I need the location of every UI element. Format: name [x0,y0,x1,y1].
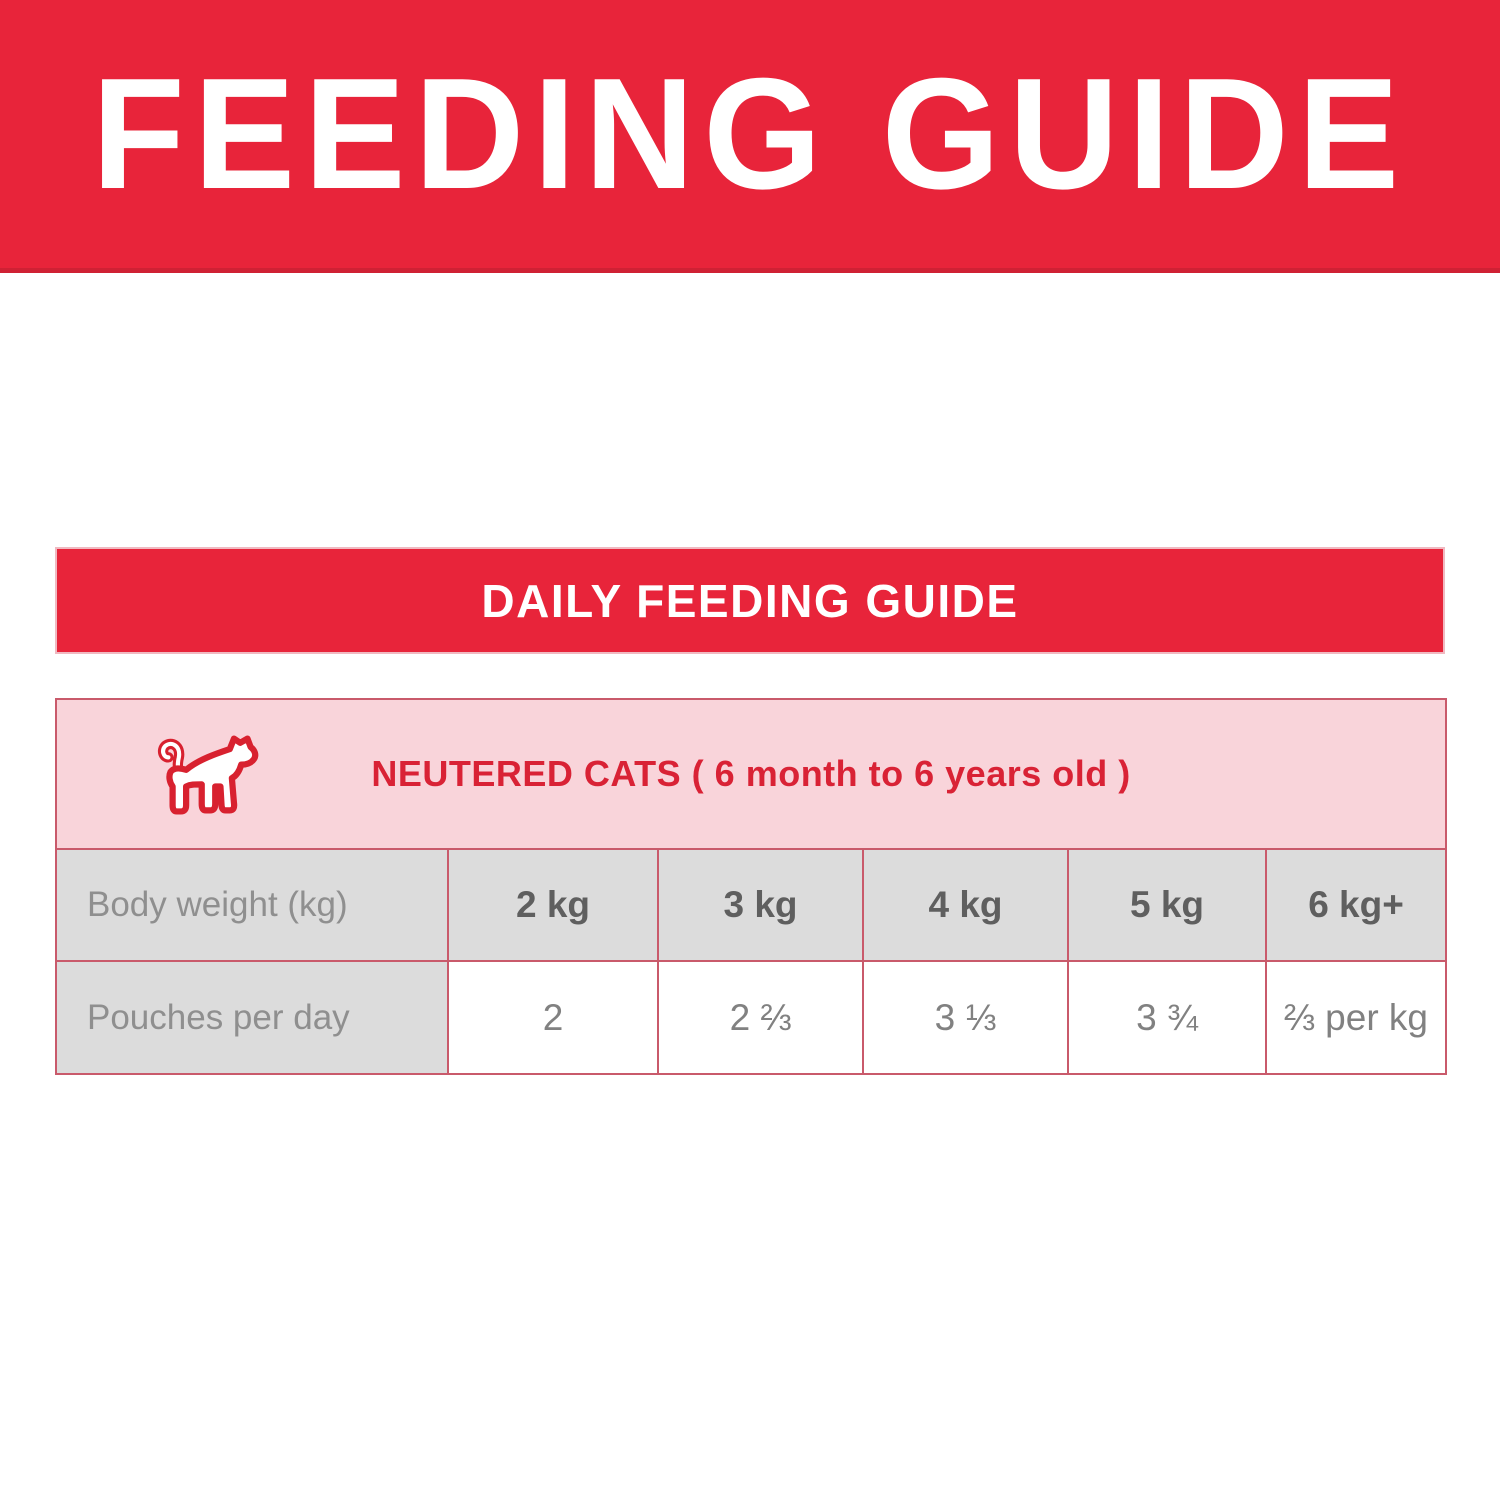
col-header-6kg-plus: 6 kg+ [1264,848,1448,962]
col-header-body-weight: Body weight (kg) [55,848,449,962]
col-header-4kg: 4 kg [862,848,1069,962]
top-banner: FEEDING GUIDE [0,0,1500,273]
section-bar: DAILY FEEDING GUIDE [55,547,1445,654]
table-cell: ⅔ per kg [1264,960,1448,1075]
table-cell: 2 ⅔ [657,960,864,1075]
col-header-5kg: 5 kg [1067,848,1267,962]
cat-icon [157,728,261,820]
table-cell: 3 ¾ [1067,960,1267,1075]
table-row-pouches: Pouches per day 2 2 ⅔ 3 ⅓ 3 ¾ ⅔ per kg [55,960,1448,1075]
group-header-cell: NEUTERED CATS ( 6 month to 6 years old ) [54,698,1448,850]
row-label: Pouches per day [55,960,449,1075]
col-header-2kg: 2 kg [447,848,659,962]
table-header-row: Body weight (kg) 2 kg 3 kg 4 kg 5 kg 6 k… [55,848,1448,962]
table-cell: 3 ⅓ [862,960,1069,1075]
group-header-row: NEUTERED CATS ( 6 month to 6 years old ) [54,698,1448,850]
section-title: DAILY FEEDING GUIDE [481,574,1019,627]
page-title: FEEDING GUIDE [91,45,1409,222]
table-cell: 2 [447,960,659,1075]
col-header-3kg: 3 kg [657,848,864,962]
feeding-table: NEUTERED CATS ( 6 month to 6 years old )… [54,698,1448,1075]
group-title: NEUTERED CATS ( 6 month to 6 years old ) [371,753,1131,794]
